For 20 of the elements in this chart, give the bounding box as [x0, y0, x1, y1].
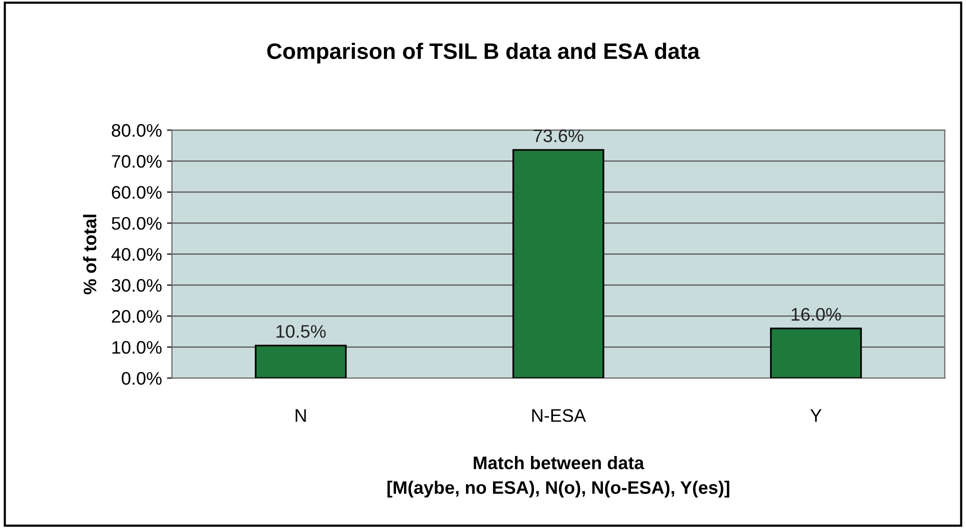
- x-tick-label: N-ESA: [532, 409, 586, 422]
- y-tick-label: 40.0%: [111, 248, 162, 261]
- y-tick-label: 20.0%: [112, 310, 162, 323]
- y-tick-label: 30.0%: [112, 279, 162, 292]
- bar: [770, 328, 862, 378]
- chart-title: Comparison of TSIL B data and ESA data: [267, 42, 700, 64]
- data-label: 73.6%: [534, 129, 584, 142]
- y-tick-label: 10.0%: [112, 341, 162, 354]
- y-tick-label: 0.0%: [122, 372, 162, 385]
- y-tick-label: 50.0%: [112, 217, 162, 230]
- x-tick-label: Y: [810, 409, 822, 422]
- bar: [512, 149, 604, 378]
- y-tick-label: 70.0%: [112, 155, 162, 168]
- y-tick-label: 80.0%: [112, 124, 162, 137]
- bar: [254, 344, 347, 378]
- x-tick-label: N: [296, 409, 306, 422]
- y-axis-title: % of total: [83, 214, 96, 294]
- data-label: 10.5%: [276, 325, 326, 338]
- x-axis-title: Match between data [M(aybe, no ESA), N(o), N(o-ESA), Y(es)]: [388, 456, 730, 498]
- y-tick-label: 60.0%: [112, 186, 162, 199]
